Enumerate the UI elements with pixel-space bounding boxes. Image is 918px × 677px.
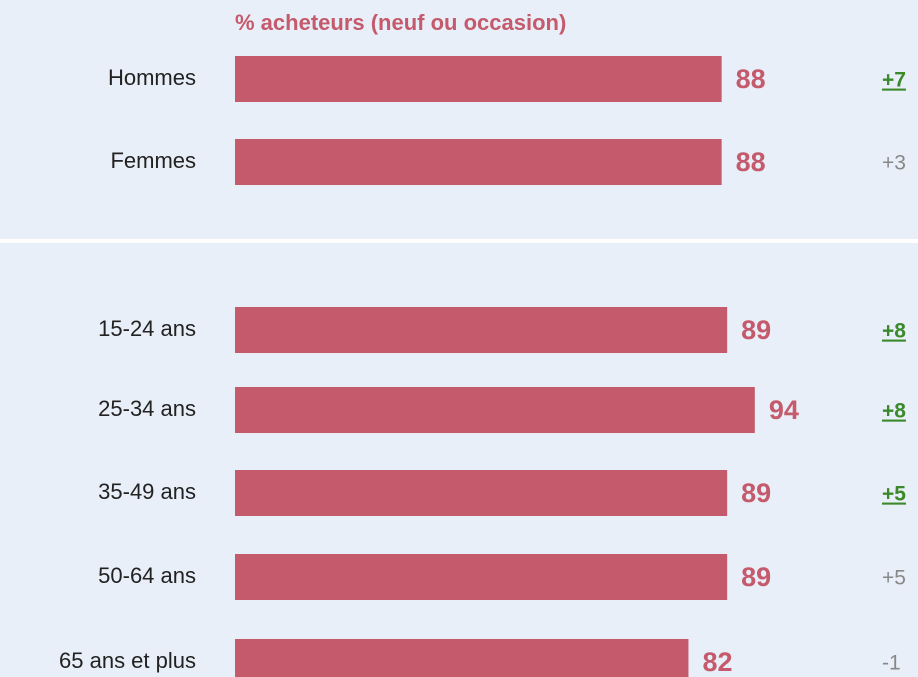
change-label: +5 bbox=[882, 567, 906, 590]
change-label: +8 bbox=[882, 320, 906, 343]
category-label: 65 ans et plus bbox=[59, 648, 196, 673]
change-label: +8 bbox=[882, 400, 906, 423]
bar bbox=[235, 56, 722, 102]
category-label: Hommes bbox=[108, 65, 196, 90]
bar bbox=[235, 387, 755, 433]
bar bbox=[235, 139, 722, 185]
bar bbox=[235, 307, 728, 353]
value-label: 89 bbox=[741, 478, 771, 508]
chart-title: % acheteurs (neuf ou occasion) bbox=[235, 10, 566, 35]
value-label: 89 bbox=[741, 315, 771, 345]
bar bbox=[235, 639, 689, 677]
value-label: 89 bbox=[741, 562, 771, 592]
change-label: -1 bbox=[882, 652, 901, 675]
value-label: 94 bbox=[769, 395, 799, 425]
change-label: +5 bbox=[882, 483, 906, 506]
value-label: 82 bbox=[702, 647, 732, 677]
category-label: 25-34 ans bbox=[98, 396, 196, 421]
category-label: 50-64 ans bbox=[98, 563, 196, 588]
change-label: +3 bbox=[882, 152, 906, 175]
bar bbox=[235, 554, 728, 600]
bar bbox=[235, 470, 728, 516]
change-label: +7 bbox=[882, 69, 906, 92]
category-label: Femmes bbox=[110, 148, 196, 173]
value-label: 88 bbox=[736, 64, 766, 94]
category-label: 35-49 ans bbox=[98, 479, 196, 504]
category-label: 15-24 ans bbox=[98, 316, 196, 341]
value-label: 88 bbox=[736, 147, 766, 177]
